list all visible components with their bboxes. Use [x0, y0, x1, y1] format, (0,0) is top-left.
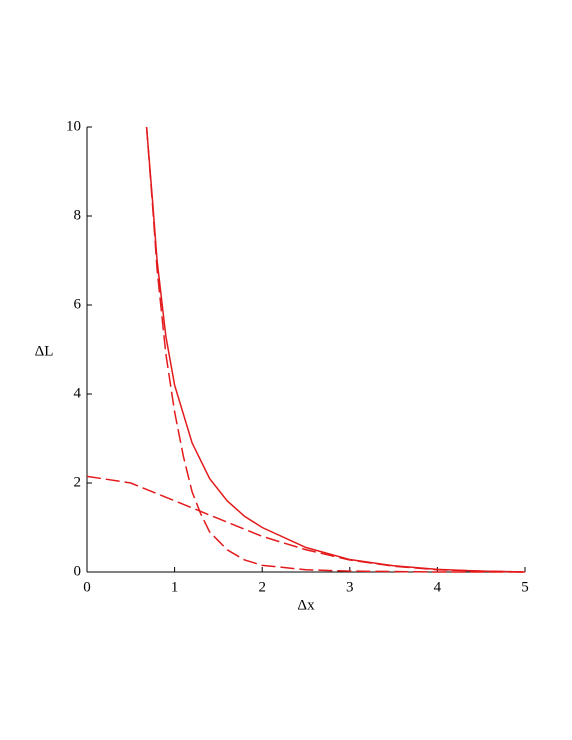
y-tick-label: 8: [74, 207, 82, 223]
x-tick-label: 0: [83, 579, 91, 595]
x-tick-label: 4: [434, 579, 442, 595]
x-tick-label: 5: [521, 579, 529, 595]
x-tick-label: 1: [171, 579, 179, 595]
x-axis-label: Δx: [297, 597, 315, 613]
y-tick-label: 2: [74, 474, 82, 490]
curve: [145, 126, 526, 573]
y-tick-label: 6: [74, 296, 82, 312]
y-axis-label: ΔL: [35, 343, 54, 359]
y-tick-label: 0: [74, 563, 82, 579]
x-tick-label: 3: [346, 579, 354, 595]
curve: [145, 126, 525, 573]
y-tick-label: 4: [74, 385, 82, 401]
x-tick-label: 2: [258, 579, 266, 595]
y-tick-label: 10: [66, 118, 81, 134]
curve: [86, 475, 526, 573]
